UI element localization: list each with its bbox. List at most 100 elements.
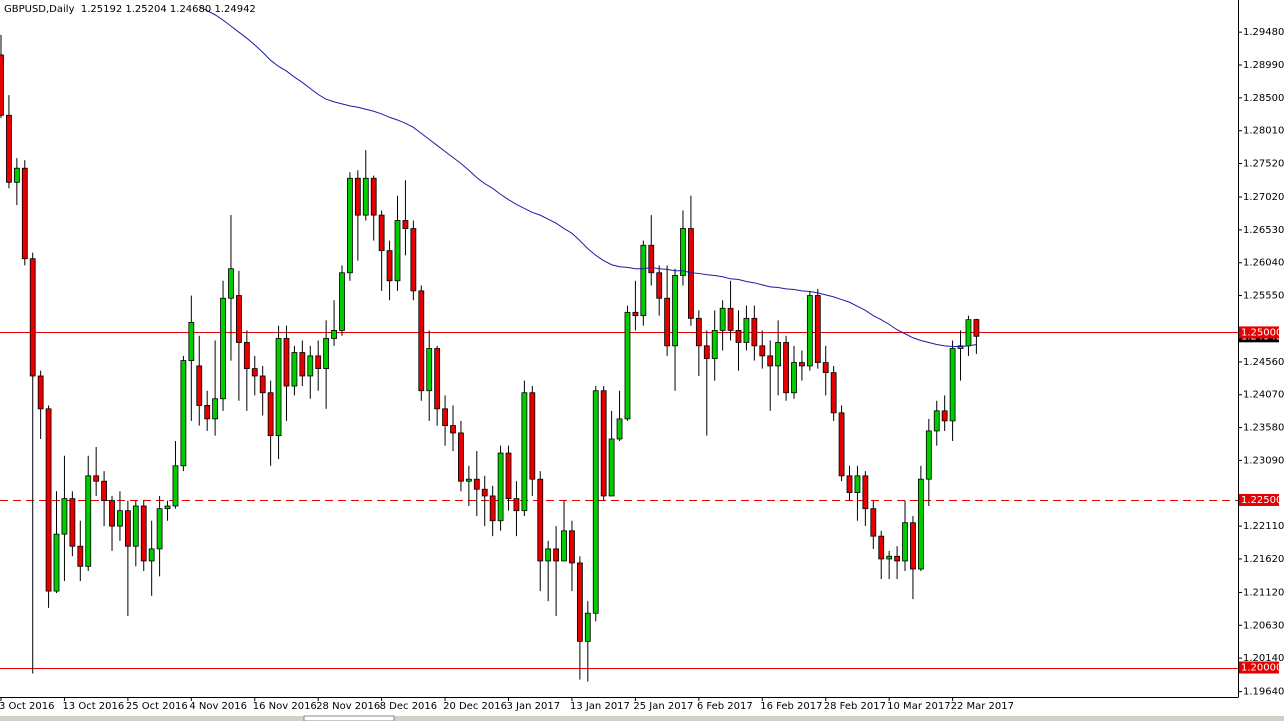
y-tick-label: 1.22110	[1243, 521, 1284, 532]
candle-body	[640, 244, 647, 317]
candle-body	[220, 297, 226, 400]
tab-strip	[0, 716, 1284, 721]
y-tick-label: 1.21120	[1243, 587, 1284, 598]
candle-body	[259, 375, 266, 394]
candle-body	[814, 295, 821, 363]
candle-body	[783, 342, 789, 394]
candle-body	[846, 475, 853, 493]
x-tick-label: 13 Oct 2016	[62, 701, 124, 712]
candle-body	[450, 425, 456, 434]
y-tick-label: 1.29480	[1243, 27, 1284, 38]
y-tick-label: 1.20140	[1243, 653, 1284, 664]
x-tick-label: 6 Feb 2017	[697, 701, 753, 712]
candle-body	[402, 220, 409, 229]
candle-body	[973, 319, 980, 337]
candle-body	[648, 244, 655, 274]
x-tick-label: 22 Mar 2017	[951, 701, 1014, 712]
x-tick-label: 25 Oct 2016	[126, 701, 188, 712]
candle-body	[370, 177, 377, 216]
candle-body	[616, 418, 623, 440]
candle-body	[378, 214, 385, 252]
candle-body	[965, 319, 972, 347]
candle-body	[148, 548, 155, 562]
candle-body	[85, 475, 92, 567]
candle-body	[69, 498, 76, 547]
candle-body	[267, 392, 274, 437]
candle-body	[949, 348, 956, 422]
candle-body	[680, 228, 686, 276]
candle-body	[442, 408, 448, 426]
candle-body	[299, 352, 306, 377]
candle-body	[727, 307, 734, 331]
candle-body	[910, 522, 916, 570]
candle-body	[124, 510, 131, 547]
price-line-box	[1239, 493, 1279, 506]
candle-body	[569, 530, 575, 564]
candle-body	[0, 54, 4, 116]
x-tick-label: 20 Dec 2016	[443, 701, 507, 712]
x-tick-label: 25 Jan 2017	[633, 701, 693, 712]
candle-body	[703, 345, 710, 359]
candle-body	[117, 510, 123, 527]
candle-body	[362, 177, 369, 216]
candle-body	[870, 508, 877, 537]
x-tick-label: 16 Feb 2017	[760, 701, 822, 712]
candle-body	[862, 475, 869, 510]
y-tick-label: 1.20630	[1243, 620, 1284, 631]
candle-body	[458, 432, 464, 482]
candle-body	[878, 535, 885, 560]
candle-body	[489, 495, 496, 522]
candle-body	[53, 533, 60, 592]
y-tick-label: 1.28500	[1243, 93, 1284, 104]
candle-body	[323, 338, 330, 370]
candle-body	[711, 330, 718, 359]
y-tick-label: 1.28990	[1243, 60, 1284, 71]
candle-body	[799, 362, 805, 367]
candle-body	[251, 368, 258, 377]
candle-body	[347, 177, 353, 274]
candle-body	[561, 530, 567, 562]
candle-body	[394, 220, 401, 282]
y-tick-label: 1.23090	[1243, 455, 1284, 466]
candle-body	[759, 345, 766, 357]
candle-body	[140, 505, 147, 562]
candle-body	[243, 342, 250, 370]
candle-body	[77, 545, 84, 567]
candle-body	[933, 410, 940, 432]
candle-body	[164, 505, 171, 510]
candle-body	[902, 522, 908, 562]
candle-body	[592, 390, 599, 614]
chart-title: GBPUSD,Daily 1.25192 1.25204 1.24680 1.2…	[4, 4, 256, 15]
candle-body	[473, 478, 480, 490]
candle-body	[61, 498, 68, 535]
candle-body	[791, 362, 797, 394]
candle-body	[418, 290, 425, 392]
candle-body	[688, 228, 694, 319]
x-tick-label: 13 Jan 2017	[570, 701, 630, 712]
candle-body	[291, 352, 298, 387]
candle-body	[204, 405, 211, 420]
candle-body	[957, 345, 964, 349]
candle-body	[600, 390, 607, 497]
candle-body	[339, 272, 345, 331]
x-tick-label: 3 Oct 2016	[0, 701, 54, 712]
candle-body	[917, 478, 924, 570]
candle-body	[553, 548, 559, 562]
candle-body	[743, 317, 750, 343]
tab	[303, 715, 395, 721]
y-tick-label: 1.24560	[1243, 357, 1284, 368]
candle-body	[172, 465, 179, 507]
candle-body	[481, 488, 488, 497]
candle-body	[228, 268, 234, 299]
candle-body	[29, 258, 36, 377]
candle-body	[180, 360, 187, 467]
candle-body	[695, 317, 702, 347]
y-tick-label: 1.23580	[1243, 423, 1284, 434]
candle-body	[156, 508, 163, 550]
candle-body	[584, 612, 591, 642]
candle-body	[767, 355, 774, 367]
candle-body	[45, 408, 52, 592]
candle-body	[632, 311, 639, 317]
candle-body	[37, 375, 44, 410]
